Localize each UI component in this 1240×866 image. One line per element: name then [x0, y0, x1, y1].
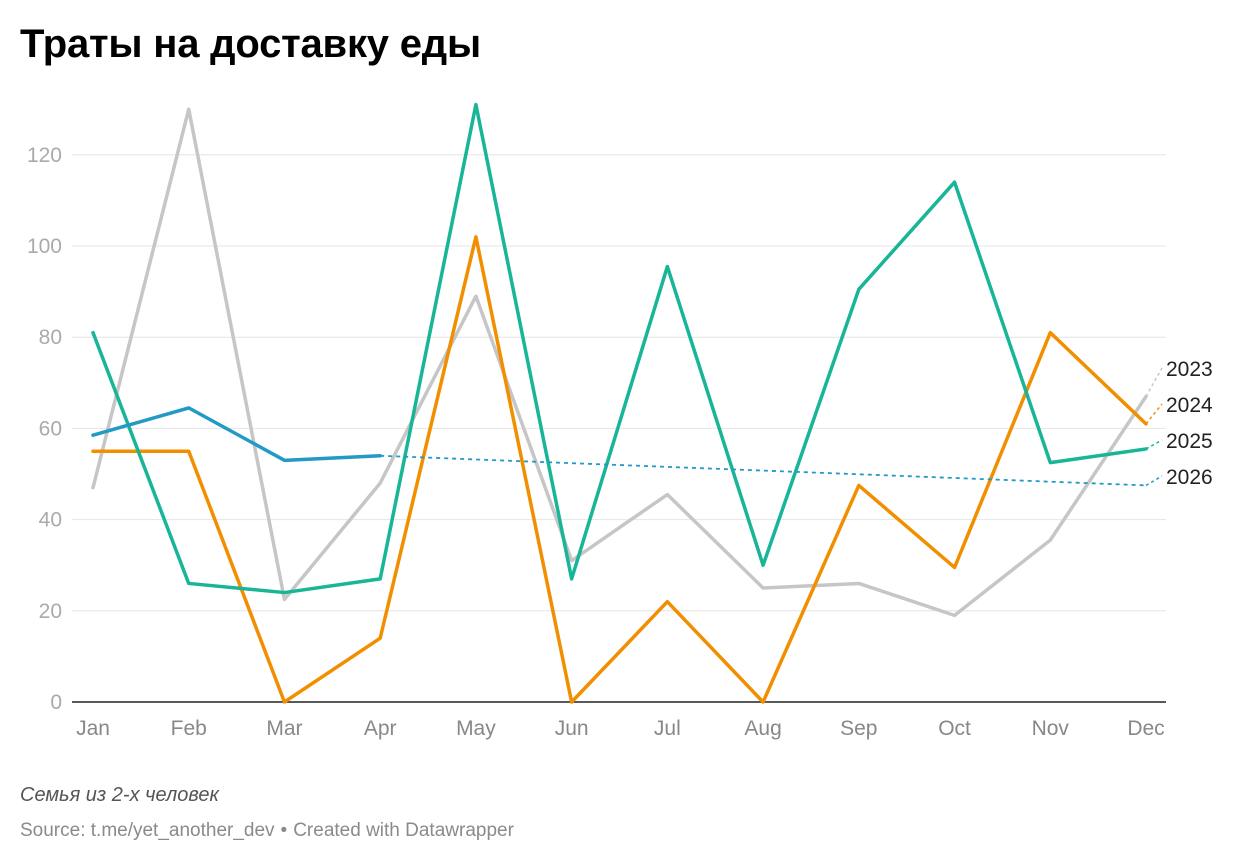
series-line-2026 — [91, 406, 382, 463]
x-tick-label: Jan — [76, 717, 110, 740]
series-label-2024: 2024 — [1166, 394, 1213, 417]
y-tick-label: 60 — [39, 417, 62, 440]
series-line-2025 — [91, 102, 1148, 595]
x-tick-label: Aug — [744, 717, 781, 740]
series-label-2025: 2025 — [1166, 430, 1213, 453]
label-connector-2026 — [1145, 475, 1163, 487]
x-tick-label: Sep — [840, 717, 877, 740]
source-text: Source: t.me/yet_another_dev — [20, 820, 275, 841]
series-lines — [91, 102, 1148, 704]
source-separator: • — [280, 820, 288, 841]
y-tick-label: 80 — [39, 326, 62, 349]
x-tick-label: Nov — [1032, 717, 1070, 740]
series-label-2026: 2026 — [1166, 466, 1213, 489]
source-line: Source: t.me/yet_another_dev • Created wit… — [20, 820, 520, 842]
x-tick-label: May — [456, 717, 496, 740]
series-label-2023: 2023 — [1166, 358, 1213, 381]
label-connector-2023 — [1145, 367, 1163, 397]
y-tick-label: 0 — [50, 691, 62, 714]
x-tick-label: Apr — [364, 717, 397, 740]
x-tick-label: Dec — [1127, 717, 1164, 740]
y-tick-label: 100 — [27, 235, 62, 258]
x-tick-label: Jun — [555, 717, 589, 740]
y-tick-label: 40 — [39, 509, 62, 532]
series-labels: 2023 2024 2025 2026 — [1145, 358, 1213, 489]
series-line-2024 — [91, 235, 1148, 704]
chart-note: Семья из 2-х человек — [20, 784, 219, 806]
x-tick-label: Jul — [654, 717, 681, 740]
x-tick-label: Oct — [938, 717, 971, 740]
label-connector-2024 — [1145, 403, 1163, 425]
grid-lines — [72, 154, 1166, 703]
y-tick-label: 120 — [27, 144, 62, 167]
label-connector-2025 — [1145, 439, 1163, 450]
x-axis: Jan Feb Mar Apr May Jun Jul Aug Sep Oct Nov Dec — [76, 717, 1165, 740]
x-tick-label: Feb — [171, 717, 207, 740]
series-line-2023 — [91, 107, 1148, 618]
source-credit: Created with Datawrapper — [293, 820, 514, 841]
x-tick-label: Mar — [266, 717, 302, 740]
chart-title: Траты на доставку еды — [20, 22, 481, 66]
y-tick-label: 20 — [39, 600, 62, 623]
y-axis: 0 20 40 60 80 100 120 — [27, 144, 62, 714]
trend-line-2026 — [380, 454, 1147, 487]
